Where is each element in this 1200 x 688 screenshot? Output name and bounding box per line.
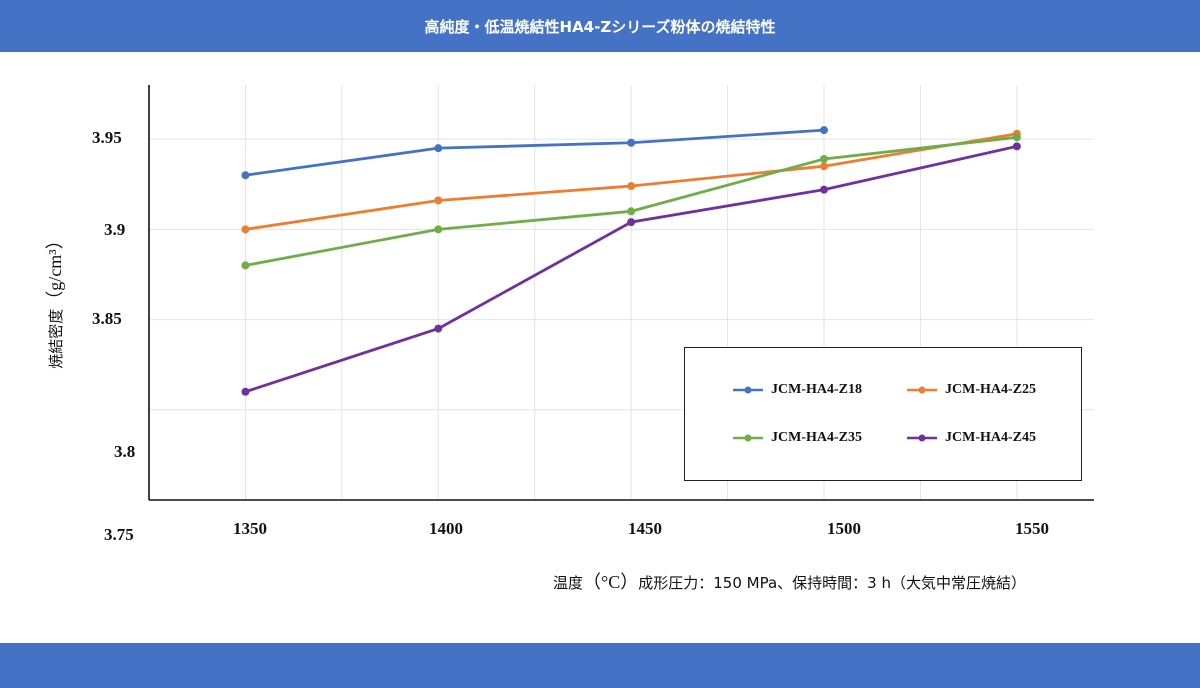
data-point [627,218,636,227]
x-axis-label: 温度（°C）成形圧力：150 MPa、保持時間：3 h（大気中常圧焼結） [553,568,1026,594]
data-point [434,144,443,153]
data-point [241,261,250,270]
legend-label: JCM-HA4-Z45 [945,430,1036,445]
legend-marker [907,386,937,394]
x-tick-label: 1450 [628,519,662,538]
data-point [820,162,828,171]
y-tick-label: 3.9 [104,220,126,239]
x-tick-label: 1550 [1015,519,1049,538]
series-line [245,128,825,177]
data-point [241,387,250,396]
legend-item: JCM-HA4-Z18 [733,382,862,398]
y-tick-label: 3.75 [104,525,134,544]
y-tick-label: 3.85 [92,309,122,328]
data-point [627,207,636,216]
data-point [1012,133,1021,142]
y-tick-label: 3.8 [114,442,136,461]
x-axis-label-unit: （°C） [583,572,639,592]
x-axis-label-main: 温度 [553,574,584,592]
legend-label: JCM-HA4-Z18 [771,382,862,397]
data-point [241,225,250,234]
data-point [820,185,828,194]
chart-legend: JCM-HA4-Z18 JCM-HA4-Z25 JCM-HA4-Z35 JCM-… [684,347,1082,481]
data-point [627,138,636,147]
data-point [434,225,443,234]
data-point [627,182,636,191]
data-point [820,126,828,135]
x-axis-label-note: 成形圧力：150 MPa、保持時間：3 h（大気中常圧焼結） [638,574,1026,592]
x-tick-label: 1500 [827,519,861,538]
data-point [434,324,443,333]
page-header: 高純度・低温焼結性HA4-Zシリーズ粉体の焼結特性 [0,0,1200,52]
legend-item: JCM-HA4-Z45 [907,430,1036,446]
x-tick-label: 1400 [429,519,463,538]
page-footer [0,643,1200,688]
data-point [241,171,250,180]
data-point [820,154,828,163]
legend-label: JCM-HA4-Z25 [945,382,1036,397]
legend-item: JCM-HA4-Z25 [907,382,1036,398]
y-tick-label: 3.95 [92,128,122,147]
legend-marker [733,434,763,442]
legend-marker [733,386,763,394]
data-point [434,196,443,205]
legend-item: JCM-HA4-Z35 [733,430,862,446]
data-point [1012,142,1021,151]
legend-label: JCM-HA4-Z35 [771,430,862,445]
x-tick-label: 1350 [233,519,267,538]
page-title: 高純度・低温焼結性HA4-Zシリーズ粉体の焼結特性 [424,17,776,36]
legend-marker [907,434,937,442]
